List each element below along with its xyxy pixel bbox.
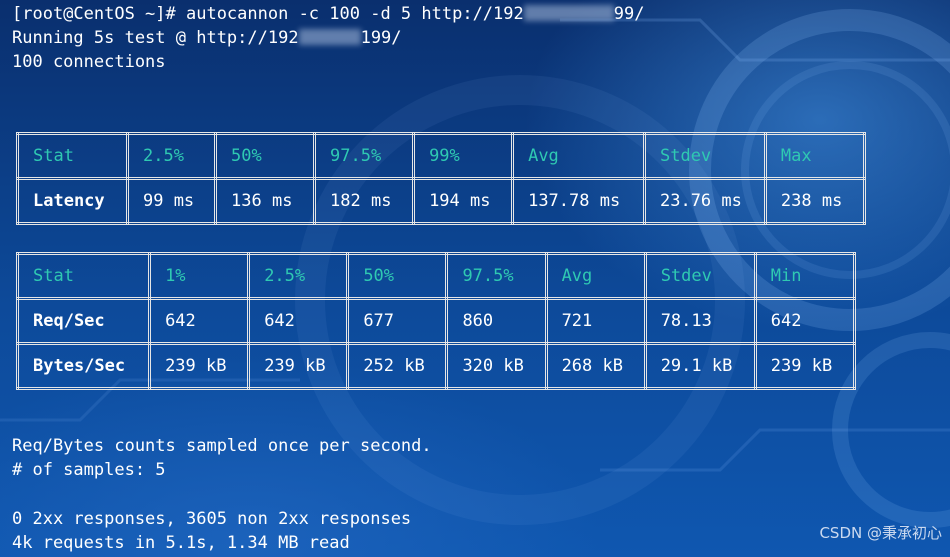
header-cell: Stdev bbox=[642, 132, 767, 180]
table-cell: 238 ms bbox=[763, 177, 867, 225]
summary-line: 4k requests in 5.1s, 1.34 MB read bbox=[12, 533, 350, 553]
command-prompt: [root@CentOS ~]# autocannon -c 100 -d 5 … bbox=[12, 4, 524, 24]
watermark: CSDN @秉承初心 bbox=[819, 524, 942, 542]
table-row: Req/Sec 642 642 677 860 721 78.13 642 bbox=[15, 297, 857, 345]
header-cell: 2.5% bbox=[247, 252, 350, 300]
table-cell: 320 kB bbox=[445, 342, 548, 390]
header-cell: 50% bbox=[214, 132, 317, 180]
header-cell: 1% bbox=[148, 252, 251, 300]
table-cell: 721 bbox=[544, 297, 647, 345]
header-cell: 50% bbox=[346, 252, 449, 300]
table-cell: 239 kB bbox=[247, 342, 350, 390]
table-cell: 239 kB bbox=[148, 342, 251, 390]
command-tail: 99/ bbox=[613, 4, 645, 24]
header-cell: Avg bbox=[544, 252, 647, 300]
table-cell: 860 bbox=[445, 297, 548, 345]
header-cell: 97.5% bbox=[445, 252, 548, 300]
header-cell: Stat bbox=[16, 132, 129, 180]
redacted-ip bbox=[298, 29, 361, 45]
table-row: Latency 99 ms 136 ms 182 ms 194 ms 137.7… bbox=[16, 177, 867, 225]
table-row: Bytes/Sec 239 kB 239 kB 252 kB 320 kB 26… bbox=[15, 342, 857, 390]
responses-line: 0 2xx responses, 3605 non 2xx responses bbox=[12, 509, 412, 529]
table-cell: 99 ms bbox=[125, 177, 218, 225]
table-cell: 268 kB bbox=[544, 342, 647, 390]
row-label: Latency bbox=[16, 177, 129, 225]
running-line: Running 5s test @ http://192 199/ bbox=[12, 27, 402, 49]
header-cell: 99% bbox=[412, 132, 515, 180]
row-label: Bytes/Sec bbox=[15, 342, 152, 390]
table-cell: 78.13 bbox=[643, 297, 757, 345]
table-cell: 194 ms bbox=[412, 177, 515, 225]
table-cell: 642 bbox=[247, 297, 350, 345]
table-cell: 23.76 ms bbox=[642, 177, 767, 225]
throughput-header-row: Stat 1% 2.5% 50% 97.5% Avg Stdev Min bbox=[15, 252, 857, 300]
command-line: [root@CentOS ~]# autocannon -c 100 -d 5 … bbox=[12, 3, 644, 25]
header-cell: Min bbox=[753, 252, 857, 300]
table-cell: 677 bbox=[346, 297, 449, 345]
header-cell: 2.5% bbox=[125, 132, 218, 180]
table-cell: 252 kB bbox=[346, 342, 449, 390]
running-text: Running 5s test @ http://192 bbox=[12, 28, 299, 48]
row-label: Req/Sec bbox=[15, 297, 152, 345]
latency-header-row: Stat 2.5% 50% 97.5% 99% Avg Stdev Max bbox=[16, 132, 867, 180]
connections-line: 100 connections bbox=[12, 52, 166, 72]
header-cell: Avg bbox=[511, 132, 646, 180]
redacted-ip bbox=[523, 5, 614, 21]
running-tail: 199/ bbox=[360, 28, 402, 48]
table-cell: 642 bbox=[753, 297, 857, 345]
sampled-note: Req/Bytes counts sampled once per second… bbox=[12, 436, 432, 456]
header-cell: Max bbox=[763, 132, 867, 180]
latency-table: Stat 2.5% 50% 97.5% 99% Avg Stdev Max La… bbox=[16, 132, 867, 225]
throughput-table: Stat 1% 2.5% 50% 97.5% Avg Stdev Min Req… bbox=[15, 252, 857, 390]
table-cell: 642 bbox=[148, 297, 251, 345]
table-cell: 29.1 kB bbox=[643, 342, 757, 390]
samples-line: # of samples: 5 bbox=[12, 460, 166, 480]
table-cell: 239 kB bbox=[753, 342, 857, 390]
table-cell: 137.78 ms bbox=[511, 177, 646, 225]
header-cell: Stdev bbox=[643, 252, 757, 300]
header-cell: Stat bbox=[15, 252, 152, 300]
table-cell: 136 ms bbox=[214, 177, 317, 225]
table-cell: 182 ms bbox=[313, 177, 416, 225]
header-cell: 97.5% bbox=[313, 132, 416, 180]
